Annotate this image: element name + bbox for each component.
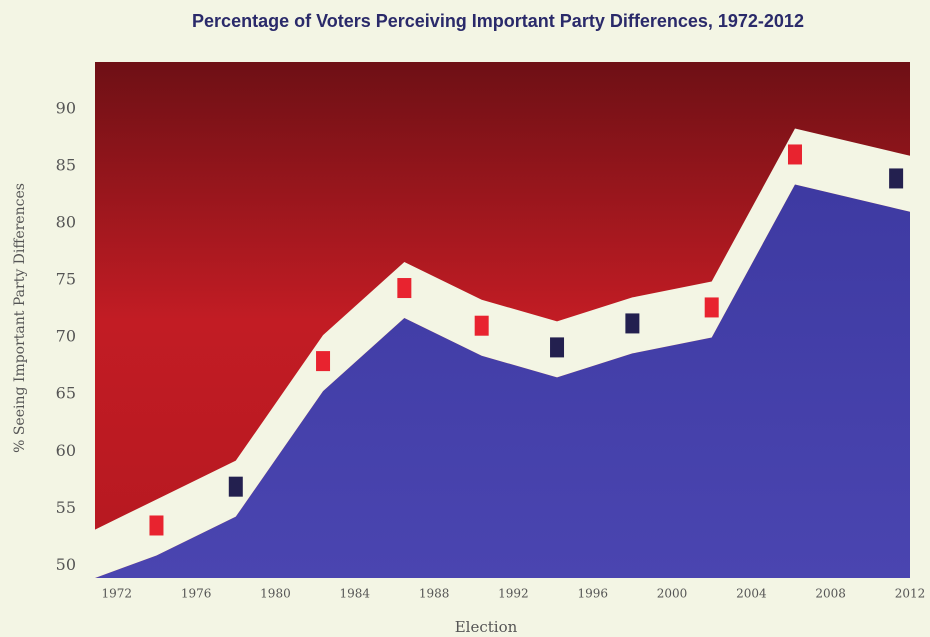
x-tick-label: 1980 — [260, 587, 291, 601]
marker — [149, 515, 164, 536]
x-tick-label: 2012 — [895, 587, 926, 601]
y-tick-label: 80 — [56, 212, 76, 231]
x-tick-label: 1984 — [339, 587, 370, 601]
marker — [889, 168, 904, 189]
x-tick-label: 1976 — [181, 587, 212, 601]
marker — [397, 278, 412, 299]
x-tick-label: 2004 — [736, 587, 767, 601]
band — [95, 128, 910, 578]
y-tick-label: 55 — [56, 498, 76, 517]
marker — [787, 144, 802, 165]
y-tick-label: 65 — [56, 384, 76, 403]
chart-title: Percentage of Voters Perceiving Importan… — [192, 11, 804, 31]
y-tick-label: 60 — [56, 441, 76, 460]
marker — [316, 351, 331, 372]
x-tick-label: 2008 — [815, 587, 846, 601]
marker — [228, 476, 243, 497]
x-axis-label: Election — [455, 618, 518, 636]
y-tick-label: 85 — [56, 155, 76, 174]
y-tick-label: 75 — [56, 270, 76, 289]
y-tick-label: 50 — [56, 555, 76, 574]
x-tick-label: 1992 — [498, 587, 529, 601]
marker — [474, 315, 489, 336]
blue-region — [95, 184, 910, 578]
x-tick-label: 2000 — [657, 587, 688, 601]
y-tick-label: 70 — [56, 327, 76, 346]
x-tick-label: 1972 — [102, 587, 133, 601]
x-tick-label: 1996 — [577, 587, 608, 601]
marker — [625, 313, 640, 334]
y-axis-label: % Seeing Important Party Differences — [12, 183, 28, 453]
x-tick-label: 1988 — [419, 587, 450, 601]
marker — [550, 337, 565, 358]
y-tick-label: 90 — [56, 98, 76, 117]
marker — [704, 297, 719, 318]
